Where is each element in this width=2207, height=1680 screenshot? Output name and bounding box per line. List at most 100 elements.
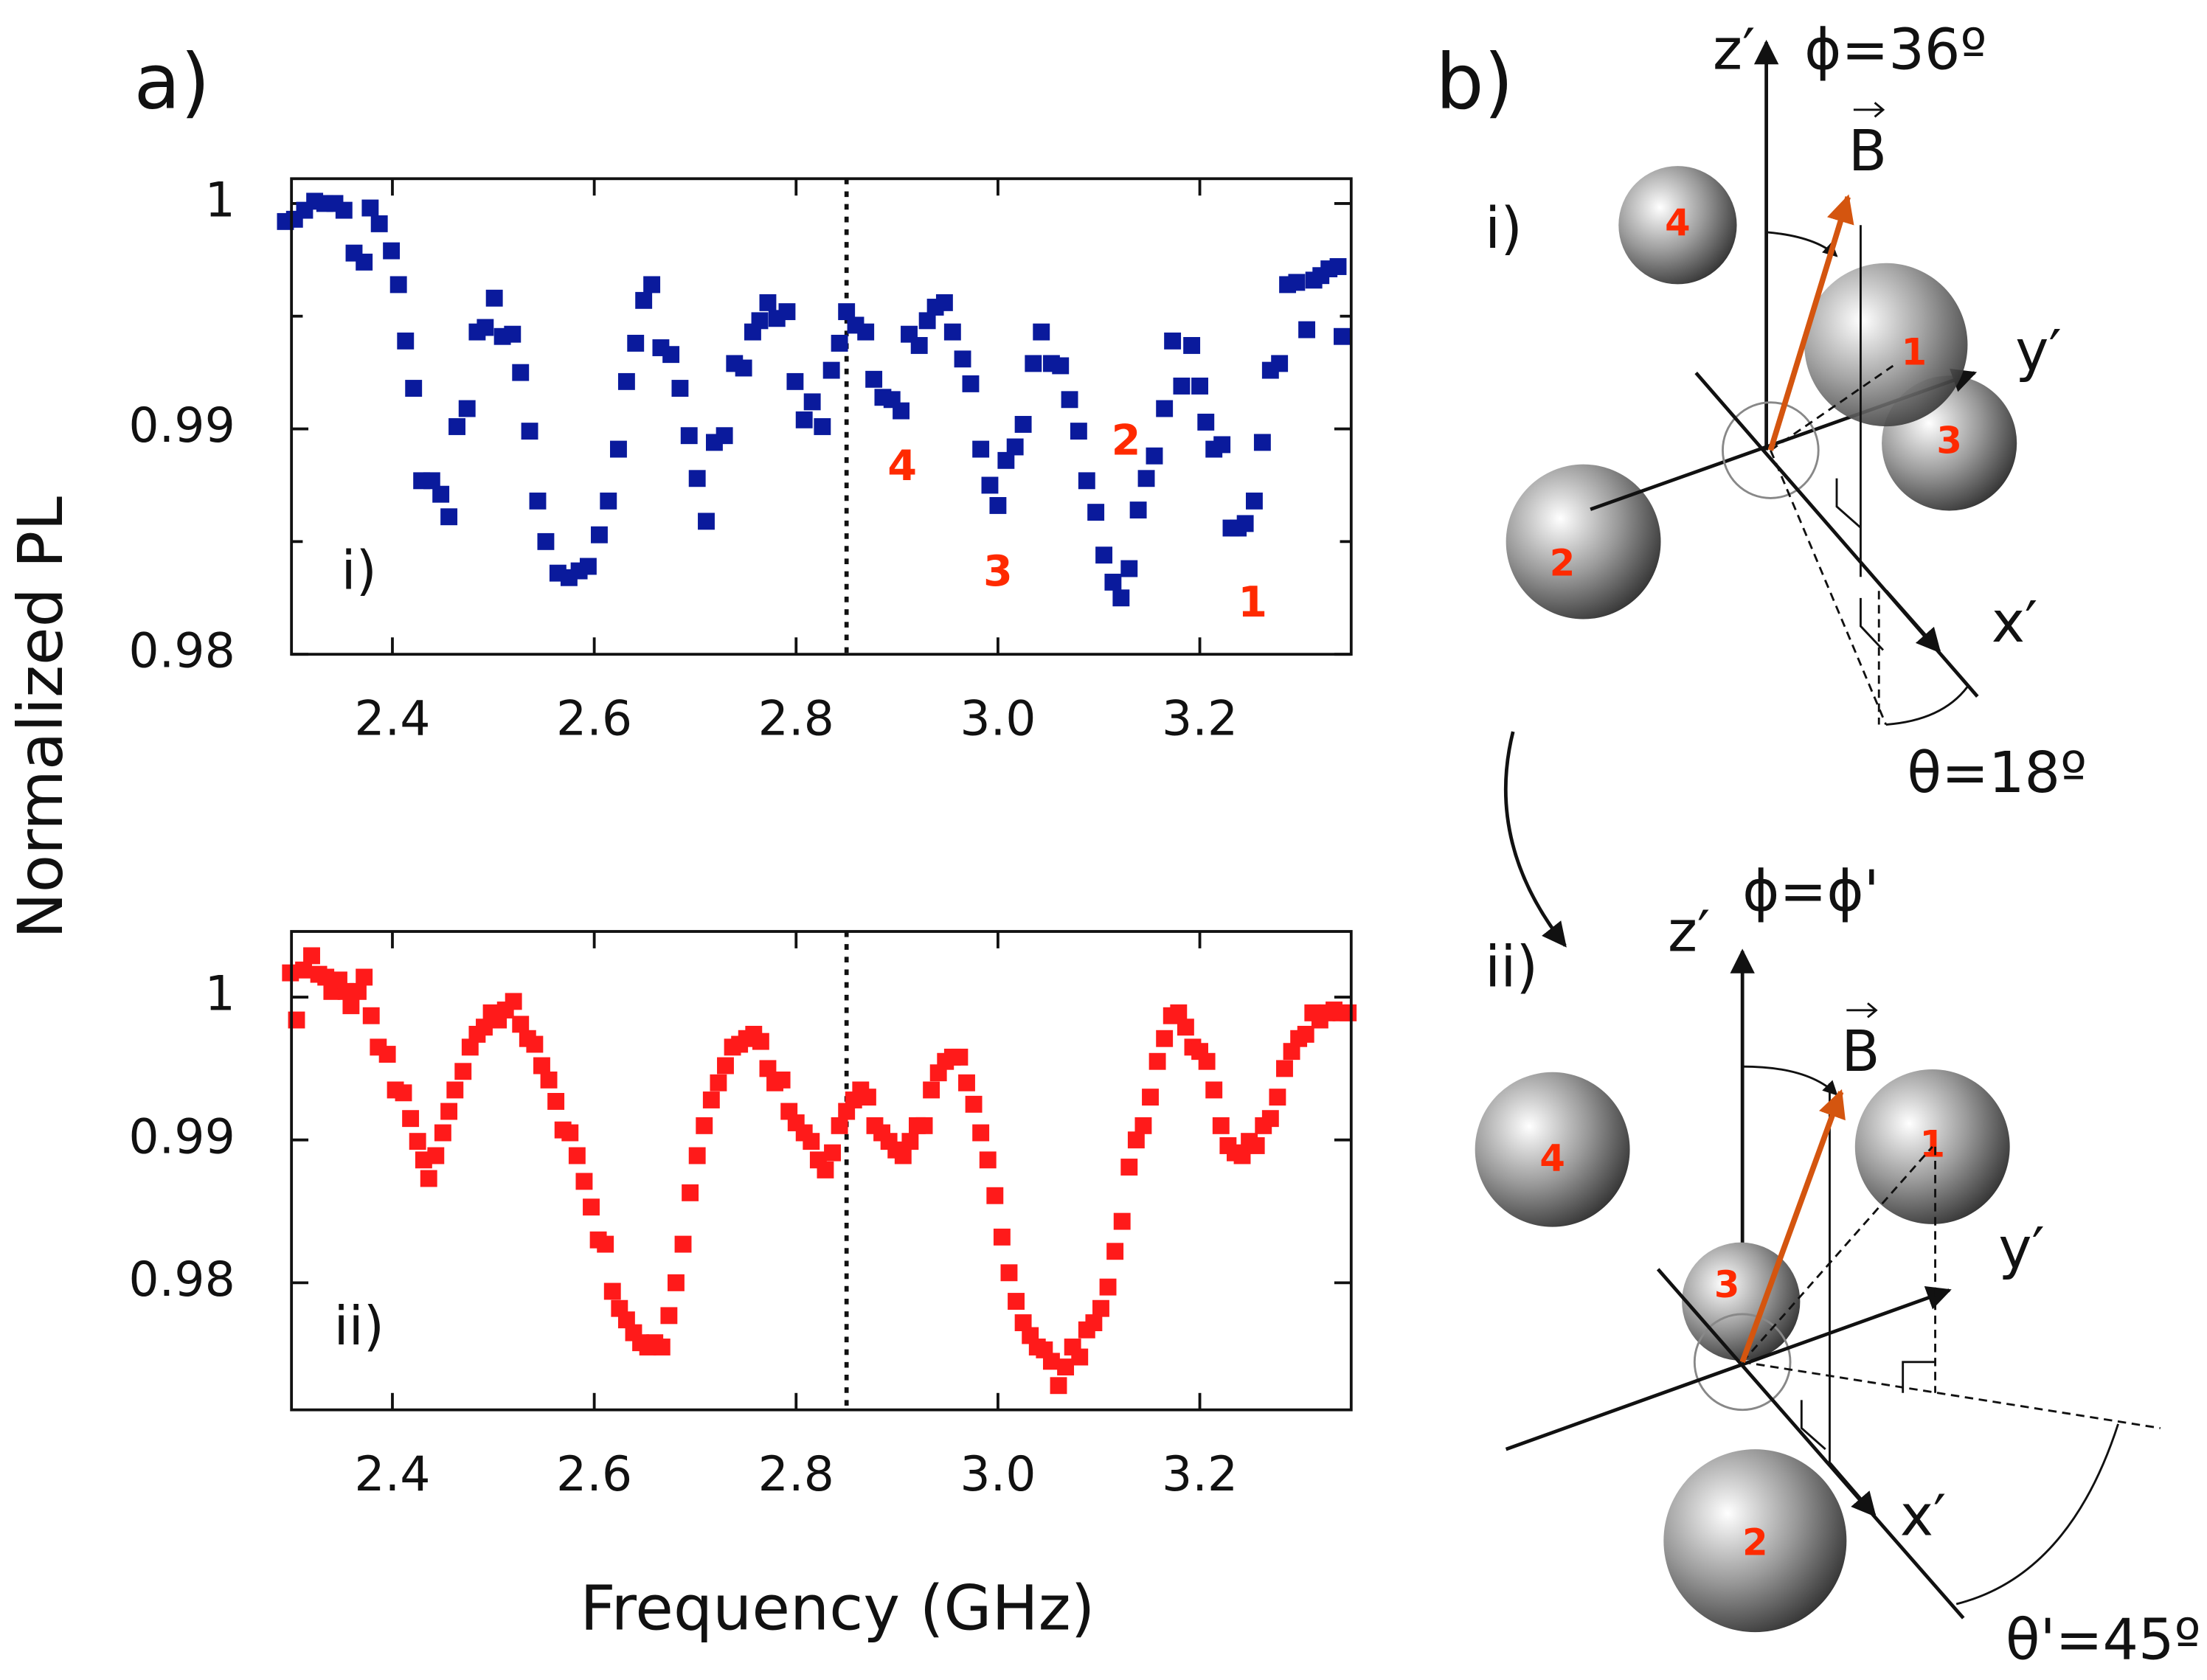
data-point: [822, 361, 840, 379]
data-point: [505, 993, 522, 1010]
annotation: 4: [887, 442, 917, 490]
sphere: [1618, 166, 1737, 285]
data-point: [1042, 1353, 1060, 1370]
data-point: [696, 1117, 713, 1134]
theta-arc: [1885, 686, 1969, 726]
data-point: [575, 1173, 593, 1190]
data-point: [1070, 423, 1087, 440]
data-point: [1213, 436, 1231, 454]
data-point: [423, 472, 440, 490]
data-point: [759, 294, 777, 311]
data-point: [537, 532, 555, 550]
data-point: [662, 346, 680, 364]
projection: [1770, 449, 1888, 726]
data-point: [1156, 400, 1174, 417]
data-point: [972, 440, 990, 458]
transition-arrow: [1503, 731, 1567, 948]
data-point: [717, 1057, 734, 1075]
diagram-panel: ii): [1485, 934, 1538, 999]
data-point: [521, 423, 538, 440]
x-tick-label: 2.4: [354, 691, 430, 746]
data-point: [1283, 1043, 1300, 1061]
data-point: [476, 1018, 493, 1036]
data-point: [303, 947, 320, 965]
x-tick-label: 2.8: [758, 1447, 834, 1502]
data-point: [1177, 1018, 1194, 1036]
data-point: [838, 303, 856, 321]
data-point: [635, 291, 653, 309]
data-point: [1288, 274, 1306, 291]
projection: [1770, 364, 1894, 451]
data-point: [1173, 378, 1191, 395]
sphere-label: 1: [1902, 330, 1927, 373]
field-label: B: [1841, 1018, 1879, 1084]
data-point: [831, 334, 848, 352]
data-point: [458, 400, 476, 417]
data-point: [1156, 1030, 1174, 1047]
data-point: [1099, 1278, 1117, 1296]
data-point: [1006, 438, 1024, 456]
data-point: [485, 289, 503, 307]
field-label: B: [1849, 118, 1887, 184]
y-axis: [1505, 1285, 1952, 1451]
data-point: [962, 375, 980, 392]
data-point: [533, 1057, 550, 1075]
theta-label: θ=18º: [1907, 740, 2087, 805]
data-point: [1120, 1159, 1138, 1176]
data-point: [342, 997, 360, 1015]
data-point: [803, 1133, 820, 1150]
data-point: [579, 558, 597, 575]
panel-label: i): [342, 540, 377, 602]
x-arrow: [1884, 589, 1941, 653]
data-point: [997, 451, 1015, 469]
vector-arrow: [1846, 1002, 1878, 1018]
data-point: [817, 1161, 834, 1179]
x-tick-label: 3.2: [1162, 691, 1238, 746]
data-point: [1183, 337, 1201, 354]
annotation: 2: [1112, 417, 1141, 465]
data-point: [1271, 355, 1289, 372]
data-point: [427, 1147, 445, 1164]
data-point: [1170, 1004, 1188, 1021]
sphere: [1506, 464, 1661, 619]
data-point: [397, 332, 415, 350]
data-point: [370, 215, 388, 232]
data-point: [1061, 391, 1078, 409]
data-point: [1112, 589, 1130, 607]
data-point: [1164, 332, 1182, 350]
chart: 2.4 2.6 2.8 3.0 3.2 0.98 0.99 1 ii) Frequency (GH…: [128, 930, 1357, 1644]
data-point: [561, 1124, 579, 1142]
data-point: [1000, 1264, 1018, 1282]
panel-label: ii): [333, 1296, 384, 1358]
data-point: [1014, 415, 1032, 433]
data-point: [1137, 470, 1155, 487]
data-point: [617, 1311, 635, 1329]
data-point: [981, 476, 999, 494]
origin: [1693, 1313, 1792, 1412]
data-point: [1148, 1052, 1166, 1070]
data-point: [356, 968, 373, 986]
x-label: x′: [1992, 589, 2037, 655]
data-point: [674, 1235, 692, 1253]
sphere: [1475, 1072, 1630, 1227]
x-tick-label: 3.0: [960, 1447, 1036, 1502]
data-point: [1276, 1060, 1293, 1077]
data-point: [901, 1133, 919, 1150]
x-tick-label: 2.6: [556, 691, 632, 746]
data-point: [434, 1124, 451, 1142]
data-point: [461, 1038, 479, 1056]
data-point: [986, 1187, 1004, 1204]
y-tick-label: 0.99: [128, 398, 235, 454]
data-point: [1298, 321, 1316, 339]
data-point: [1134, 1117, 1152, 1134]
data-point: [1104, 573, 1122, 591]
data-point: [803, 393, 821, 411]
data-point: [1095, 546, 1113, 564]
data-point: [979, 1151, 997, 1169]
data-point: [716, 427, 733, 445]
data-point: [540, 1071, 558, 1089]
field-arrow: [1767, 194, 1854, 451]
data-point: [1205, 1081, 1223, 1099]
data-point: [356, 253, 373, 271]
y-label: y′: [2015, 318, 2061, 383]
